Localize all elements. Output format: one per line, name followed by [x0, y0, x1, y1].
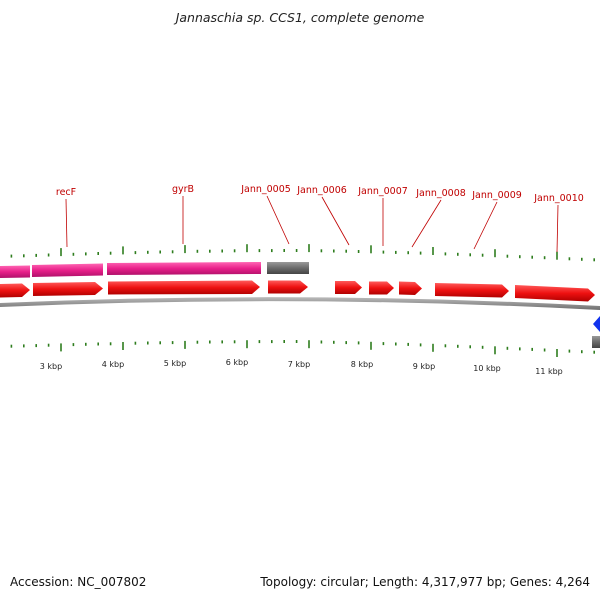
gene-label-Jann_0009[interactable]: Jann_0009: [471, 190, 522, 201]
genome-backbone: [0, 297, 600, 310]
gene-label-Jann_0007[interactable]: Jann_0007: [357, 186, 408, 197]
gene-outer-Jann_0005[interactable]: [267, 262, 309, 274]
cds-gene-track: [0, 280, 595, 302]
gene-cds-gyrB[interactable]: [108, 280, 260, 295]
scale-label-9kbp: 9 kbp: [413, 362, 435, 371]
gene-outer-1[interactable]: [0, 265, 30, 279]
gene-cds-Jann_0008[interactable]: [399, 281, 422, 296]
gene-label-Jann_0010[interactable]: Jann_0010: [533, 193, 584, 204]
gene-outer-recF[interactable]: [32, 263, 103, 278]
scale-label-8kbp: 8 kbp: [351, 360, 373, 369]
blue-gene-marker[interactable]: [593, 316, 600, 332]
gene-label-recF[interactable]: recF: [56, 187, 76, 198]
outer-gene-track: [0, 262, 309, 278]
gene-cds-Jann_0010[interactable]: [515, 285, 595, 302]
gene-label-Jann_0005[interactable]: Jann_0005: [240, 184, 291, 195]
gene-cds-Jann_0006[interactable]: [335, 281, 362, 294]
scale-label-7kbp: 7 kbp: [288, 360, 310, 369]
grey-gene-marker[interactable]: [592, 336, 600, 348]
upper-tick-row: [10, 244, 596, 262]
gene-cds-Jann_0007[interactable]: [369, 281, 394, 295]
scale-label-10kbp: 10 kbp: [473, 364, 501, 373]
gene-label-Jann_0008[interactable]: Jann_0008: [415, 188, 466, 199]
gene-outer-gyrB[interactable]: [107, 262, 261, 275]
scale-label-5kbp: 5 kbp: [164, 359, 186, 368]
gene-cds-Jann_0005[interactable]: [268, 280, 308, 294]
scale-label-6kbp: 6 kbp: [226, 358, 248, 367]
genome-summary-text: Topology: circular; Length: 4,317,977 bp…: [260, 575, 590, 589]
gene-cds-Jann_0009[interactable]: [435, 283, 509, 298]
scale-label-4kbp: 4 kbp: [102, 360, 124, 369]
accession-text: Accession: NC_007802: [10, 575, 147, 589]
gene-cds-recF[interactable]: [33, 282, 103, 296]
lower-tick-row: [10, 340, 596, 357]
gene-labels: recF gyrB Jann_0005 Jann_0006 Jann_0007 …: [56, 184, 584, 204]
scale-label-11kbp: 11 kbp: [535, 367, 563, 376]
genome-title: Jannaschia sp. CCS1, complete genome: [175, 10, 425, 25]
gene-label-gyrB[interactable]: gyrB: [172, 184, 194, 195]
scale-labels: 3 kbp 4 kbp 5 kbp 6 kbp 7 kbp 8 kbp 9 kb…: [40, 358, 563, 376]
scale-label-3kbp: 3 kbp: [40, 362, 62, 371]
gene-cds-1[interactable]: [0, 283, 30, 298]
label-leaders: [65, 195, 559, 253]
gene-label-Jann_0006[interactable]: Jann_0006: [296, 185, 347, 196]
